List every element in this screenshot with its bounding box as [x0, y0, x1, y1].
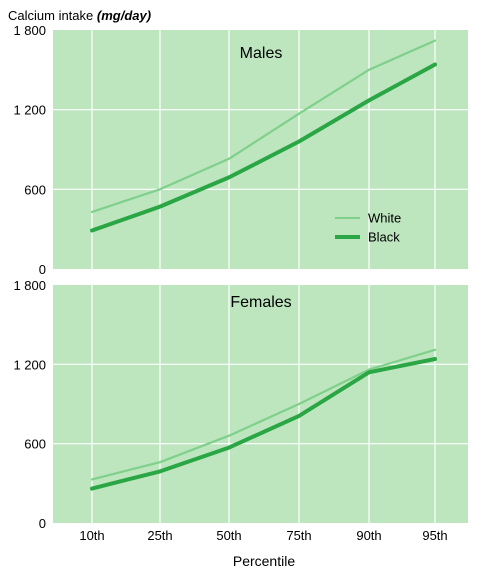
panel-females: 0 600 1 200 1 800 Females: [13, 278, 468, 531]
y-tick-label: 600: [24, 182, 46, 197]
x-tick-label: 10th: [79, 528, 104, 543]
x-tick-label: 50th: [216, 528, 241, 543]
y-tick-label: 1 800: [13, 278, 46, 293]
y-axis-label: Calcium intake: [8, 8, 93, 23]
legend-label-black: Black: [368, 230, 400, 245]
y-axis-unit: (mg/day): [97, 8, 151, 23]
y-tick-label: 1 200: [13, 103, 46, 118]
y-tick-label: 0: [39, 262, 46, 277]
panel-title: Males: [240, 45, 283, 62]
legend-label-white: White: [368, 211, 401, 226]
y-axis-title: Calcium intake (mg/day): [8, 8, 151, 23]
panel-males: 0 600 1 200 1 800 Males White Black: [13, 23, 468, 277]
x-tick-label: 95th: [422, 528, 447, 543]
chart-panels: 0 600 1 200 1 800 Males White Black 0 600 1 200 1 …: [13, 23, 468, 531]
y-tick-label: 0: [39, 516, 46, 531]
series-line-black: [90, 62, 437, 233]
y-tick-label: 1 200: [13, 357, 46, 372]
x-tick-label: 75th: [286, 528, 311, 543]
x-axis-title: Percentile: [233, 553, 295, 569]
x-axis-ticks: 10th 25th 50th 75th 90th 95th: [79, 528, 447, 543]
plot-background: [53, 285, 468, 523]
y-tick-label: 1 800: [13, 23, 46, 38]
x-tick-label: 90th: [356, 528, 381, 543]
legend: White Black: [335, 211, 401, 245]
series-line-white: [90, 39, 437, 213]
y-tick-label: 600: [24, 437, 46, 452]
plot-background: [53, 30, 468, 269]
series-line-white: [90, 348, 437, 481]
series-line-black: [90, 357, 437, 491]
x-tick-label: 25th: [147, 528, 172, 543]
panel-title: Females: [230, 294, 291, 311]
